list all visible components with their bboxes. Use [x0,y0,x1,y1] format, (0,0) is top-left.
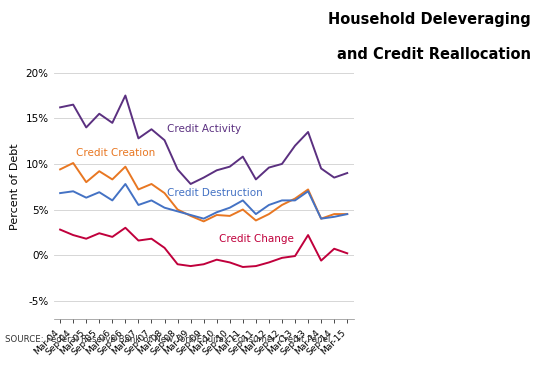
Text: Credit Creation: Credit Creation [76,148,155,158]
Text: and Credit Reallocation: and Credit Reallocation [337,47,531,62]
Text: Household Deleveraging: Household Deleveraging [328,12,531,27]
Text: Credit Activity: Credit Activity [167,124,241,134]
Y-axis label: Percent of Debt: Percent of Debt [10,144,20,230]
Text: SOURCE: Federal Reserve Bank of New York/Equifax Consumer Credit Panel.: SOURCE: Federal Reserve Bank of New York… [5,335,333,344]
Text: Credit Change: Credit Change [219,234,294,244]
Text: Credit Destruction: Credit Destruction [167,188,263,198]
Text: FEDERAL RESERVE BANK of ST. LOUIS: FEDERAL RESERVE BANK of ST. LOUIS [11,366,274,379]
